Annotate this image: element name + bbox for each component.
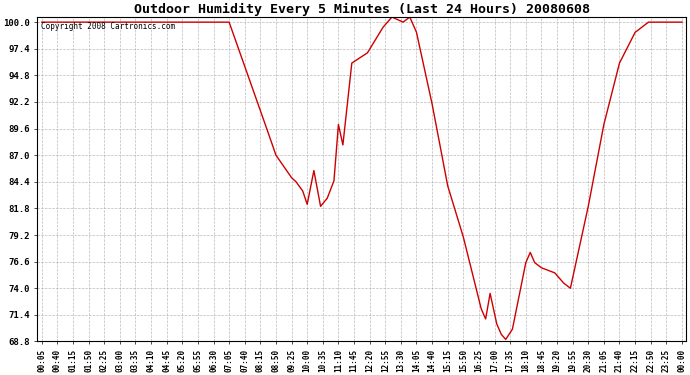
Title: Outdoor Humidity Every 5 Minutes (Last 24 Hours) 20080608: Outdoor Humidity Every 5 Minutes (Last 2… bbox=[134, 3, 590, 16]
Text: Copyright 2008 Cartronics.com: Copyright 2008 Cartronics.com bbox=[41, 22, 175, 31]
